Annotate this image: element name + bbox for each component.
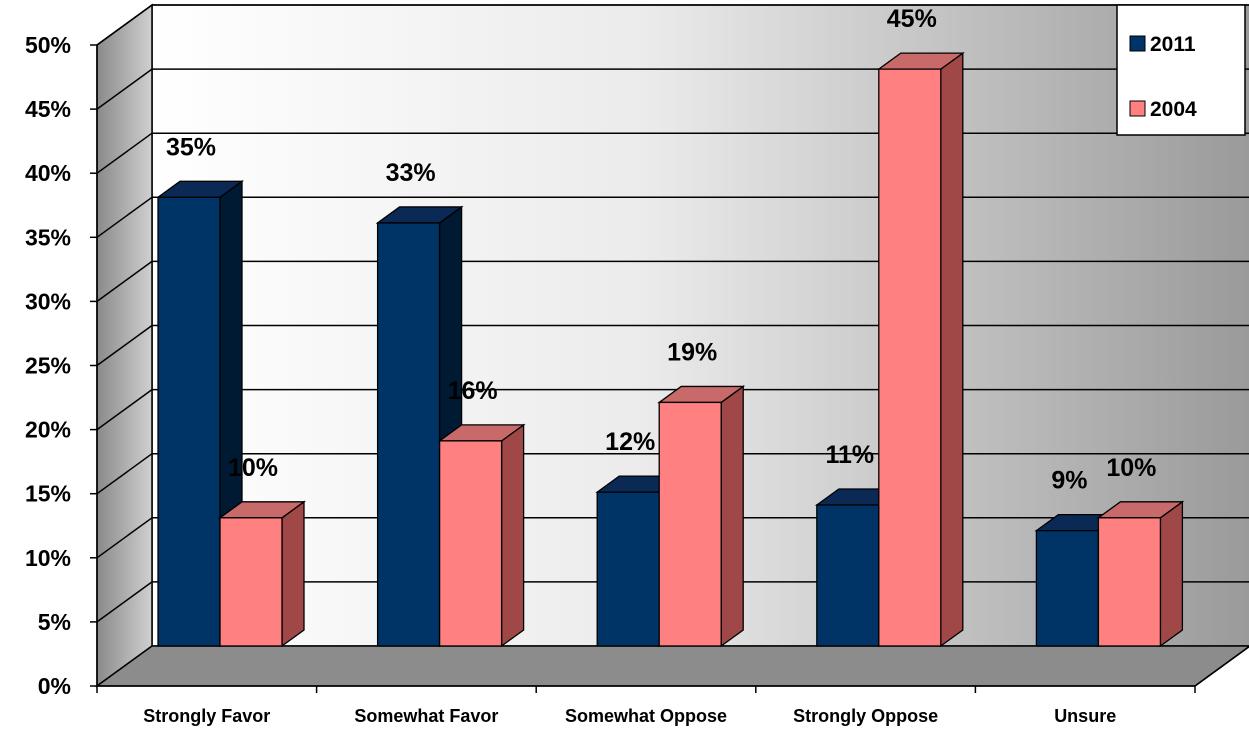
legend-swatch	[1129, 100, 1146, 117]
bar-front-face	[157, 196, 221, 647]
legend-swatch	[1129, 35, 1146, 52]
legend: 2011 2004	[1116, 4, 1246, 136]
bar-side-face	[720, 385, 744, 648]
bar-front-face	[816, 504, 880, 647]
y-tick-label: 20%	[25, 417, 71, 443]
bar-front-face	[1097, 517, 1162, 647]
y-tick-label: 5%	[38, 609, 71, 635]
bar-front-face	[438, 440, 503, 647]
y-axis-ticks: 0% 5% 10% 15% 20% 25% 30% 35% 40% 45% 50%	[25, 32, 98, 699]
data-label: 19%	[667, 338, 717, 366]
bar	[876, 51, 965, 648]
x-tick-label: Somewhat Favor	[354, 706, 498, 726]
bar-front-face	[1035, 529, 1100, 647]
y-tick-label: 0%	[38, 673, 71, 699]
data-label: 16%	[448, 377, 498, 405]
data-label: 10%	[1106, 454, 1156, 482]
bar-side-face	[940, 51, 964, 648]
gridline-side	[96, 196, 153, 238]
legend-label: 2011	[1150, 33, 1196, 56]
x-tick-label: Unsure	[1054, 706, 1116, 726]
gridline-side	[96, 453, 153, 495]
gridline-side	[96, 4, 153, 46]
y-tick-label: 30%	[25, 288, 71, 314]
floor	[94, 645, 1249, 687]
bar-side-face	[500, 423, 525, 648]
y-tick-label: 10%	[25, 545, 71, 571]
bar-side-face	[281, 500, 305, 648]
x-tick-label: Strongly Favor	[143, 706, 270, 726]
bars	[156, 51, 1185, 648]
gridline-side	[96, 581, 153, 623]
y-tick-label: 25%	[25, 353, 71, 379]
data-labels: 35% 10% 33% 16% 12% 19% 11% 45% 9% 10%	[166, 5, 1156, 495]
bar	[375, 205, 464, 648]
data-label: 11%	[825, 441, 874, 469]
x-axis-depth-line	[1194, 645, 1249, 687]
gridline-side	[96, 324, 153, 367]
x-tick-label: Somewhat Oppose	[565, 706, 727, 726]
y-tick-label: 50%	[25, 32, 71, 58]
bar	[437, 423, 526, 648]
bar-front-face	[596, 491, 660, 647]
y-tick-label: 15%	[25, 481, 71, 507]
bar-side-face	[1159, 500, 1184, 648]
x-tick-label: Strongly Oppose	[793, 706, 938, 726]
bar	[657, 385, 746, 648]
gridline-side	[96, 388, 153, 431]
bar-front-face	[658, 401, 722, 647]
gridline-side	[96, 517, 153, 559]
bar-front-face	[376, 222, 441, 647]
gridline-side	[96, 68, 153, 110]
data-label: 9%	[1051, 467, 1087, 495]
bar	[218, 500, 306, 648]
y-tick-label: 40%	[25, 160, 71, 186]
bar	[1096, 500, 1185, 648]
x-axis: Strongly Favor Somewhat Favor Somewhat Opp…	[96, 645, 1249, 726]
y-tick-label: 45%	[25, 96, 71, 122]
data-label: 33%	[386, 159, 436, 187]
data-label: 35%	[166, 133, 216, 161]
gridline-side	[96, 132, 153, 174]
data-label: 45%	[887, 5, 937, 33]
data-label: 10%	[228, 454, 278, 482]
gridline-side	[96, 260, 153, 303]
bar-front-face	[219, 517, 283, 647]
legend-label: 2004	[1150, 98, 1197, 121]
y-tick-label: 35%	[25, 224, 71, 250]
data-label: 12%	[605, 428, 655, 456]
bar-front-face	[878, 68, 942, 647]
